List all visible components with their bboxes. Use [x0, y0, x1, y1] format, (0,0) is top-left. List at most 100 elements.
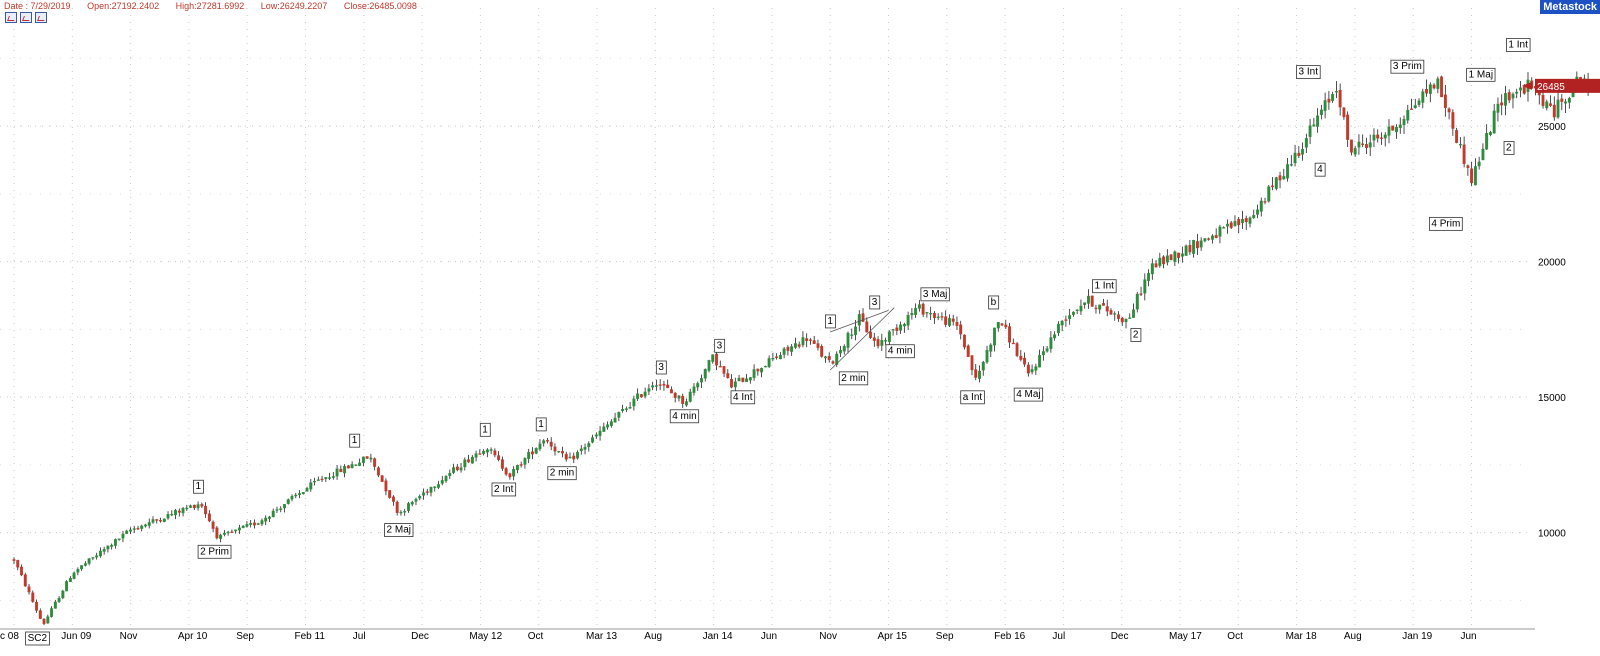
x-tick-label: Mar 18	[1286, 631, 1318, 642]
candle-body	[576, 451, 579, 459]
candle-body	[459, 467, 463, 471]
candle-body	[249, 522, 253, 525]
trend-lines	[829, 307, 895, 371]
candle-body	[1410, 108, 1413, 110]
candle-body	[1177, 252, 1181, 258]
wave-label: 3 Int	[1296, 65, 1321, 80]
candle-body	[1210, 235, 1214, 240]
wave-label-box	[730, 390, 756, 405]
wave-label-box	[960, 390, 985, 405]
candle-body	[455, 466, 459, 471]
candle-body	[568, 456, 572, 459]
candle-body	[61, 590, 65, 599]
candle-body	[741, 377, 745, 382]
candle-body	[470, 456, 474, 464]
candle-body	[1049, 337, 1053, 349]
candle-body	[305, 488, 309, 492]
candle-body	[1481, 148, 1485, 161]
candle-body	[1120, 317, 1124, 323]
candle-body	[1094, 307, 1098, 310]
candle-body	[1286, 164, 1290, 179]
candle-body	[1436, 78, 1440, 89]
candle-body	[275, 509, 279, 511]
candle-body	[861, 313, 865, 322]
chart-tool-icon[interactable]	[20, 12, 32, 23]
candle-body	[1402, 119, 1406, 126]
candle-body	[1053, 334, 1057, 339]
wave-label-box	[1428, 216, 1463, 231]
candle-body	[35, 601, 38, 611]
candle-body	[294, 494, 298, 497]
candle-body	[433, 486, 437, 488]
candle-body	[771, 358, 775, 360]
candle-body	[1297, 152, 1301, 156]
candle-body	[286, 499, 290, 504]
x-tick-label: Sep	[236, 631, 254, 642]
candle-body	[1447, 108, 1451, 113]
candle-body	[932, 313, 936, 319]
candle-body	[775, 356, 779, 358]
candle-body	[1564, 101, 1568, 104]
candle-body	[1034, 366, 1038, 371]
wave-label: 3	[869, 295, 881, 310]
candle-body	[760, 368, 764, 373]
candle-body	[703, 368, 707, 379]
wave-label-box	[479, 422, 491, 437]
candle-body	[1218, 226, 1222, 237]
candle-body	[1241, 218, 1244, 224]
candle-body	[1117, 314, 1120, 319]
candle-body	[444, 476, 448, 482]
candle-body	[1485, 133, 1489, 150]
candle-body	[1515, 91, 1519, 94]
candle-body	[944, 316, 948, 325]
wave-label-text: 1	[538, 419, 544, 430]
candle-body	[801, 337, 805, 346]
candle-body	[1173, 251, 1177, 262]
wave-label-box	[1130, 328, 1142, 342]
y-tick-label: 15000	[1538, 393, 1566, 404]
candle-body	[1556, 99, 1560, 118]
candle-body	[358, 462, 362, 466]
candle-body	[523, 458, 527, 465]
candle-body	[854, 326, 857, 336]
candle-body	[824, 356, 827, 359]
candle-body	[230, 531, 234, 533]
candle-body	[666, 384, 670, 389]
candle-body	[1274, 177, 1278, 189]
chart-tool-icon[interactable]	[5, 12, 17, 23]
candle-body	[1492, 110, 1496, 134]
candle-body	[1147, 273, 1151, 281]
candle-body	[711, 354, 715, 362]
candle-body	[763, 365, 767, 368]
candle-body	[970, 355, 974, 371]
x-tick-label: Nov	[819, 631, 837, 642]
wave-label: SC2	[25, 631, 50, 646]
candle-body	[279, 508, 283, 511]
y-tick-label: 20000	[1538, 258, 1566, 269]
candle-body	[602, 426, 606, 432]
candle-body	[380, 475, 384, 482]
chart-tool-icon[interactable]	[35, 12, 47, 23]
candle-body	[23, 574, 27, 587]
candle-body	[1124, 318, 1128, 323]
candle-body	[835, 353, 839, 365]
candle-body	[211, 521, 215, 529]
candle-body	[1278, 175, 1282, 181]
wave-label-text: 2 min	[841, 373, 865, 384]
candle-body	[252, 522, 256, 526]
candle-body	[328, 477, 332, 479]
candle-body	[880, 340, 884, 346]
candle-body	[504, 468, 508, 475]
candle-body	[1391, 125, 1395, 131]
candle-body	[1199, 240, 1203, 248]
candle-body	[1383, 134, 1387, 139]
candle-body	[959, 324, 963, 335]
x-tick-label: Jun	[1461, 631, 1477, 642]
candle-body	[782, 348, 786, 355]
candle-body	[963, 334, 966, 348]
candle-body	[1038, 355, 1042, 368]
candle-body	[1233, 221, 1237, 227]
candle-body	[1316, 115, 1320, 127]
candle-body	[12, 559, 16, 561]
